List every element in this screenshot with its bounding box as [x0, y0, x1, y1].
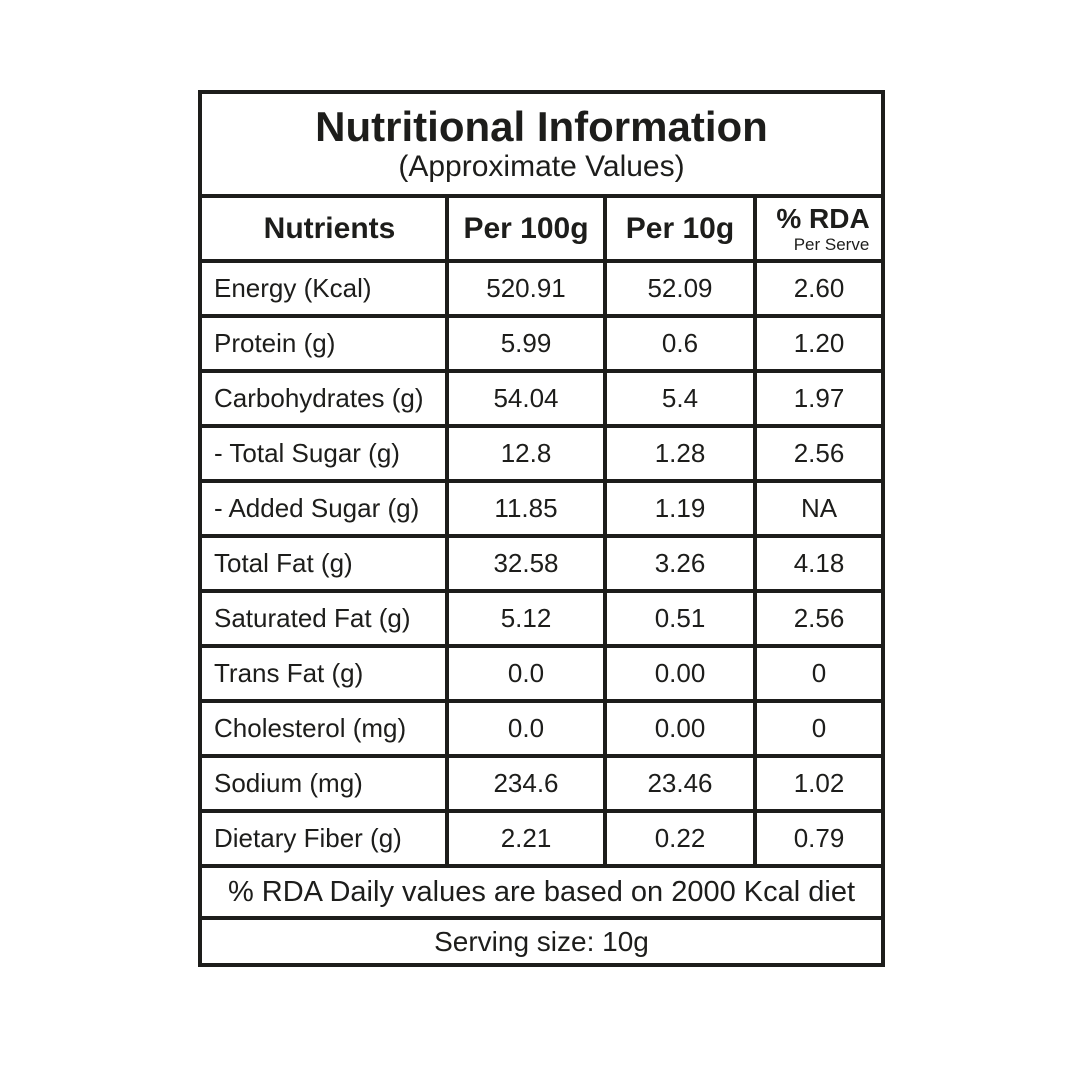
label-header: Nutritional Information (Approximate Val… [198, 90, 885, 198]
nutrient-name-cell: Cholesterol (mg) [198, 699, 449, 758]
table-row-protein: Protein (g) 5.99 0.6 1.20 [198, 314, 885, 373]
per-100g-cell: 2.21 [445, 809, 607, 868]
nutrient-name-cell: - Added Sugar (g) [198, 479, 449, 538]
serving-size: Serving size: 10g [198, 916, 885, 967]
table-row-added-sugar: - Added Sugar (g) 11.85 1.19 NA [198, 479, 885, 538]
nutrient-name-cell: Sodium (mg) [198, 754, 449, 813]
serving-row: Serving size: 10g [198, 916, 885, 967]
per-100g-cell: 5.12 [445, 589, 607, 648]
per-10g-cell: 1.28 [603, 424, 757, 483]
rda-cell: 0 [753, 699, 885, 758]
page-subtitle: (Approximate Values) [398, 150, 685, 184]
per-100g-cell: 12.8 [445, 424, 607, 483]
nutrient-name-cell: Protein (g) [198, 314, 449, 373]
nutrient-name-cell: - Total Sugar (g) [198, 424, 449, 483]
rda-cell: NA [753, 479, 885, 538]
rda-cell: 2.56 [753, 589, 885, 648]
per-10g-cell: 52.09 [603, 259, 757, 318]
per-100g-cell: 54.04 [445, 369, 607, 428]
column-header-nutrients: Nutrients [198, 194, 449, 263]
footnote-row: % RDA Daily values are based on 2000 Kca… [198, 864, 885, 920]
rda-cell: 2.60 [753, 259, 885, 318]
nutrition-table: Nutritional Information (Approximate Val… [198, 90, 885, 967]
per-100g-cell: 11.85 [445, 479, 607, 538]
per-100g-cell: 0.0 [445, 644, 607, 703]
rda-footnote: % RDA Daily values are based on 2000 Kca… [198, 864, 885, 920]
table-row-energy: Energy (Kcal) 520.91 52.09 2.60 [198, 259, 885, 318]
per-100g-cell: 0.0 [445, 699, 607, 758]
column-header-per-100g: Per 100g [445, 194, 607, 263]
per-100g-cell: 234.6 [445, 754, 607, 813]
rda-cell: 0 [753, 644, 885, 703]
rda-cell: 1.97 [753, 369, 885, 428]
per-10g-cell: 0.22 [603, 809, 757, 868]
table-row-total-fat: Total Fat (g) 32.58 3.26 4.18 [198, 534, 885, 593]
per-10g-cell: 1.19 [603, 479, 757, 538]
table-row-dietary-fiber: Dietary Fiber (g) 2.21 0.22 0.79 [198, 809, 885, 868]
per-10g-cell: 3.26 [603, 534, 757, 593]
table-row-sodium: Sodium (mg) 234.6 23.46 1.02 [198, 754, 885, 813]
rda-cell: 2.56 [753, 424, 885, 483]
per-10g-cell: 0.51 [603, 589, 757, 648]
per-10g-cell: 0.6 [603, 314, 757, 373]
nutrient-name-cell: Saturated Fat (g) [198, 589, 449, 648]
nutrient-name-cell: Energy (Kcal) [198, 259, 449, 318]
page-title: Nutritional Information [315, 103, 768, 151]
rda-header-label: % RDA [776, 202, 870, 234]
rda-cell: 1.20 [753, 314, 885, 373]
table-row-saturated-fat: Saturated Fat (g) 5.12 0.51 2.56 [198, 589, 885, 648]
column-header-row: Nutrients Per 100g Per 10g % RDA Per Ser… [198, 194, 885, 263]
per-100g-cell: 520.91 [445, 259, 607, 318]
per-10g-cell: 0.00 [603, 644, 757, 703]
title-row: Nutritional Information (Approximate Val… [198, 90, 885, 198]
rda-cell: 0.79 [753, 809, 885, 868]
nutrient-name-cell: Trans Fat (g) [198, 644, 449, 703]
table-row-total-sugar: - Total Sugar (g) 12.8 1.28 2.56 [198, 424, 885, 483]
per-100g-cell: 5.99 [445, 314, 607, 373]
column-header-per-10g: Per 10g [603, 194, 757, 263]
table-row-carbohydrates: Carbohydrates (g) 54.04 5.4 1.97 [198, 369, 885, 428]
per-100g-cell: 32.58 [445, 534, 607, 593]
table-row-trans-fat: Trans Fat (g) 0.0 0.00 0 [198, 644, 885, 703]
rda-cell: 1.02 [753, 754, 885, 813]
nutrient-name-cell: Carbohydrates (g) [198, 369, 449, 428]
rda-header-sublabel: Per Serve [793, 234, 870, 254]
column-header-rda: % RDA Per Serve [753, 194, 885, 263]
per-10g-cell: 0.00 [603, 699, 757, 758]
per-10g-cell: 23.46 [603, 754, 757, 813]
nutrient-name-cell: Dietary Fiber (g) [198, 809, 449, 868]
nutrient-name-cell: Total Fat (g) [198, 534, 449, 593]
per-10g-cell: 5.4 [603, 369, 757, 428]
rda-cell: 4.18 [753, 534, 885, 593]
table-row-cholesterol: Cholesterol (mg) 0.0 0.00 0 [198, 699, 885, 758]
